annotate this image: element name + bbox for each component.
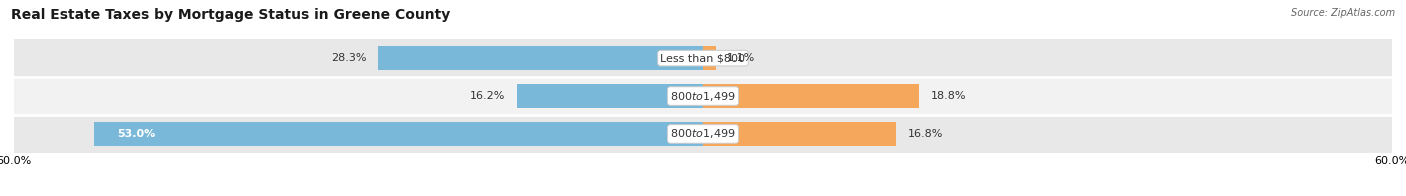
Text: Real Estate Taxes by Mortgage Status in Greene County: Real Estate Taxes by Mortgage Status in … — [11, 8, 450, 22]
Bar — [703, 46, 716, 70]
Bar — [14, 39, 1392, 77]
Bar — [14, 115, 1392, 153]
Text: 16.8%: 16.8% — [907, 129, 943, 139]
Text: Less than $800: Less than $800 — [661, 53, 745, 63]
Text: 16.2%: 16.2% — [470, 91, 506, 101]
Bar — [703, 122, 896, 146]
Text: Source: ZipAtlas.com: Source: ZipAtlas.com — [1291, 8, 1395, 18]
Bar — [14, 77, 1392, 115]
Text: 53.0%: 53.0% — [117, 129, 156, 139]
Bar — [517, 84, 703, 108]
Text: $800 to $1,499: $800 to $1,499 — [671, 90, 735, 103]
Bar — [703, 84, 920, 108]
Text: $800 to $1,499: $800 to $1,499 — [671, 127, 735, 140]
Bar — [378, 46, 703, 70]
Text: 28.3%: 28.3% — [330, 53, 367, 63]
Text: 18.8%: 18.8% — [931, 91, 966, 101]
Text: 1.1%: 1.1% — [727, 53, 755, 63]
Bar — [94, 122, 703, 146]
